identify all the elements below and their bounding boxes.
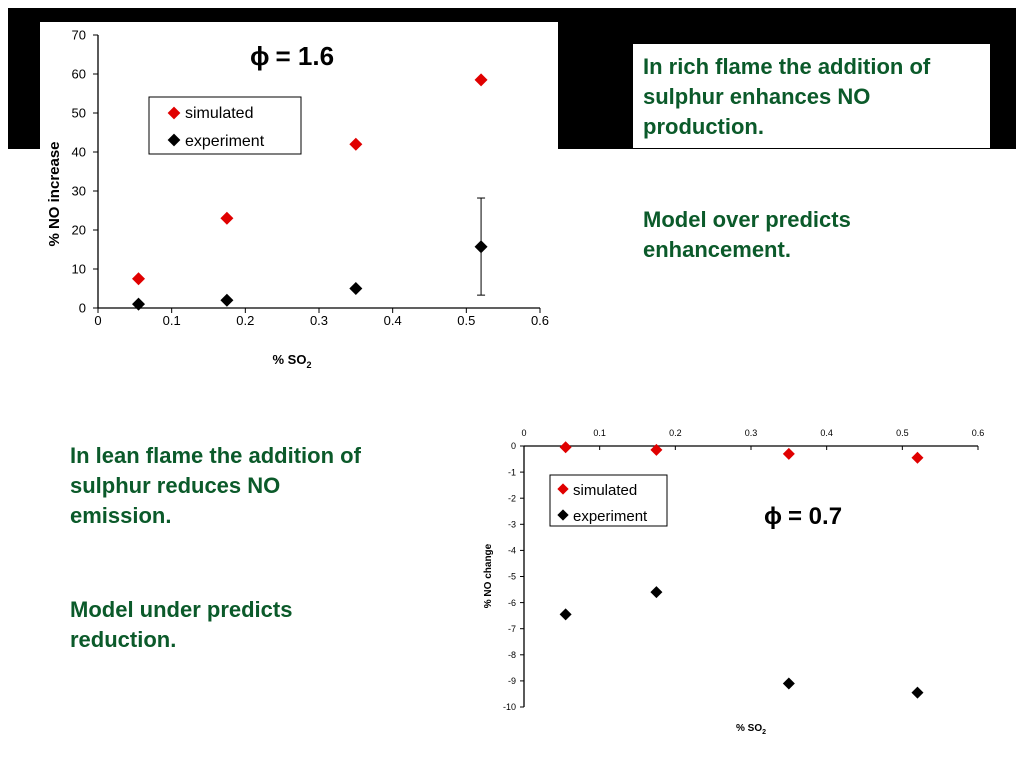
chart-rich-series-experiment [132,197,488,311]
data-point-experiment [349,282,363,295]
y-tick-label: -5 [508,572,516,582]
legend-simulated-label: simulated [185,105,253,122]
y-tick-label: 0 [79,301,86,316]
legend-box [549,474,668,527]
y-tick-label: 40 [72,145,86,160]
chart-lean-legend: simulated experiment [549,474,668,527]
rich-flame-note: In rich flame the addition of sulphur en… [643,54,931,139]
x-tick-label: 0.4 [384,313,402,328]
x-tick-label: 0.5 [896,428,909,438]
chart-rich-annotation: ϕ = 1.6 [250,41,334,71]
data-point-simulated [349,137,363,151]
chart-rich-axes: 0 0.1 0.2 0.3 0.4 0.5 0.6 0 10 20 30 40 50 60 70 [72,28,550,328]
data-point-experiment [911,686,924,699]
x-tick-label: 0 [94,313,101,328]
legend-experiment-marker [167,133,181,147]
x-tick-label: 0.2 [236,313,254,328]
x-tick-label: 0.2 [669,428,682,438]
y-tick-label: -7 [508,624,516,634]
y-tick-label: -3 [508,519,516,529]
chart-rich-legend: simulated experiment [148,96,302,155]
chart-lean-panel: ϕ = 0.7 % NO change % SO2 simulated exper… [472,418,992,740]
y-tick-label: -8 [508,650,516,660]
legend-simulated-marker [167,106,181,120]
legend-experiment-label: experiment [573,508,648,525]
data-point-simulated [220,211,234,225]
data-point-simulated [782,447,795,460]
x-tick-label: 0.3 [310,313,328,328]
lean-model-note: Model under predicts reduction. [70,597,293,652]
data-point-experiment [474,240,488,254]
x-tick-label: 0.6 [972,428,985,438]
data-point-simulated [559,441,572,454]
x-tick-label: 0 [521,428,526,438]
chart-lean-series-simulated [559,441,924,464]
y-tick-label: 0 [511,441,516,451]
y-tick-label: -10 [503,702,516,712]
y-tick-label: -9 [508,676,516,686]
chart-lean: ϕ = 0.7 % NO change % SO2 simulated exper… [483,428,984,736]
chart-lean-xlabel: % SO2 [736,723,766,736]
y-tick-label: 60 [72,67,86,82]
lean-flame-note: In lean flame the addition of sulphur re… [70,443,361,528]
data-point-experiment [782,677,795,690]
y-tick-label: -6 [508,598,516,608]
chart-lean-annotation: ϕ = 0.7 [764,503,842,530]
chart-lean-ylabel: % NO change [483,543,494,608]
y-tick-label: -1 [508,467,516,477]
y-tick-label: 20 [72,223,86,238]
data-point-simulated [132,272,146,286]
chart-rich: ϕ = 1.6 % NO increase % SO2 simulated exp… [46,28,550,370]
y-tick-label: 70 [72,28,86,43]
y-tick-label: -4 [508,546,516,556]
legend-simulated-label: simulated [573,482,637,499]
chart-lean-series-experiment [559,586,924,699]
data-point-experiment [650,586,663,599]
rich-notes-panel [633,44,990,148]
x-tick-label: 0.1 [163,313,181,328]
chart-lean-axes: 0 0.1 0.2 0.3 0.4 0.5 0.6 0 -1 -2 -3 -4 -5 -6 -7 -8 -9 -1… [503,428,984,712]
y-tick-label: 50 [72,106,86,121]
rich-model-note: Model over predicts enhancement. [643,207,851,262]
chart-rich-series-simulated [132,73,488,286]
x-tick-label: 0.6 [531,313,549,328]
chart-rich-panel: ϕ = 1.6 % NO increase % SO2 simulated exp… [40,22,558,378]
data-point-simulated [911,451,924,464]
chart-rich-xlabel: % SO2 [273,352,312,370]
x-tick-label: 0.3 [745,428,758,438]
x-tick-label: 0.1 [593,428,606,438]
legend-experiment-label: experiment [185,133,265,150]
data-point-experiment [132,297,146,311]
data-point-simulated [650,443,663,456]
data-point-experiment [220,293,234,307]
x-tick-label: 0.5 [457,313,475,328]
y-tick-label: -2 [508,493,516,503]
y-tick-label: 10 [72,262,86,277]
y-tick-label: 30 [72,184,86,199]
data-point-simulated [474,73,488,87]
x-tick-label: 0.4 [820,428,833,438]
data-point-experiment [559,608,572,621]
chart-rich-ylabel: % NO increase [46,141,63,246]
